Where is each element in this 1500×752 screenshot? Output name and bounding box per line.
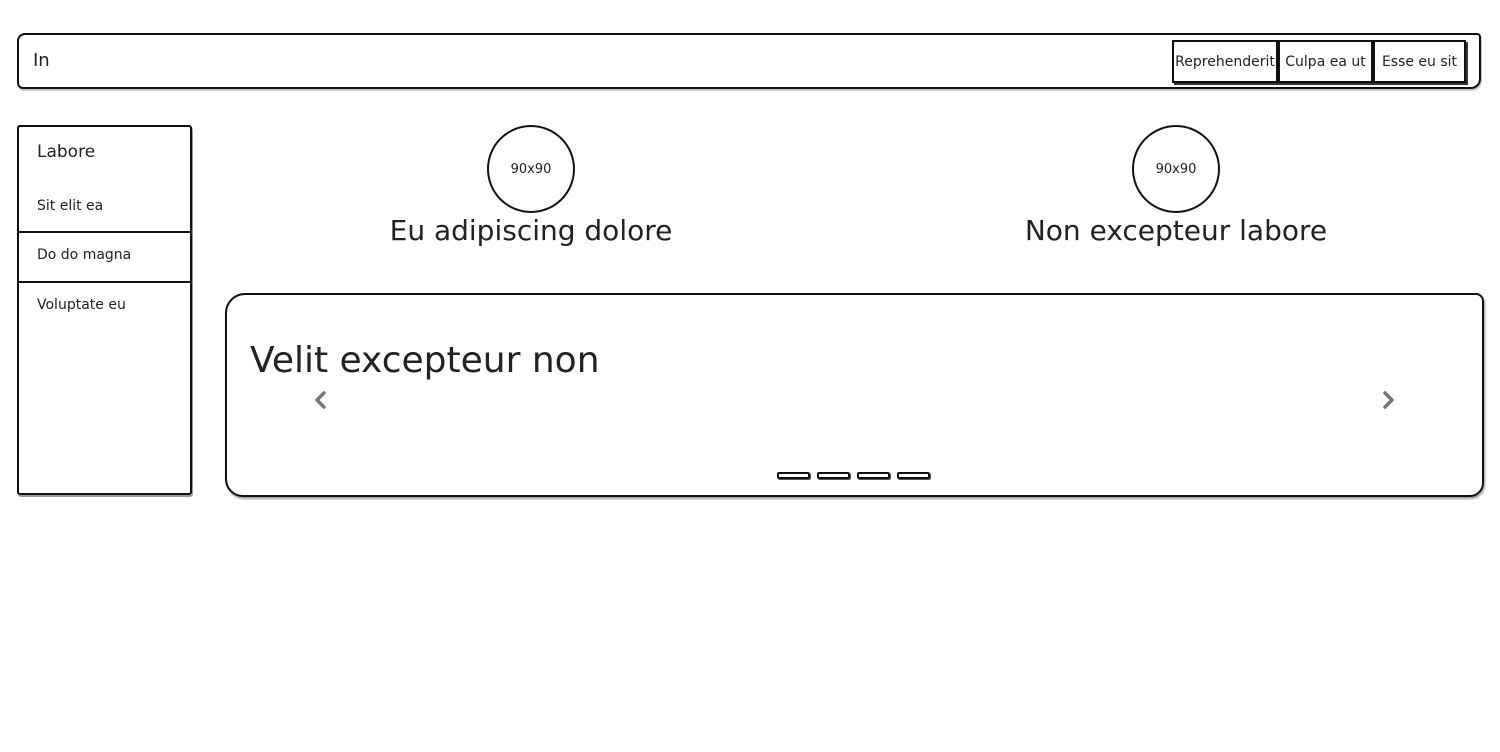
sidebar-divider [17,281,192,283]
carousel-indicator[interactable] [817,472,850,479]
carousel [225,293,1484,497]
top-navbar [17,33,1481,89]
sidebar [17,125,192,495]
sidebar-item-label: Sit elit ea [37,198,104,214]
carousel-indicator[interactable] [857,472,890,479]
feature-image-placeholder: 90x90 [487,125,575,213]
brand-label[interactable]: In [33,50,50,71]
nav-button-esse-eu-sit[interactable]: Esse eu sit [1373,40,1466,83]
sidebar-item-label: Do do magna [37,247,132,263]
nav-button-reprehenderit[interactable]: Reprehenderit [1172,40,1278,83]
nav-button-culpa-ea-ut[interactable]: Culpa ea ut [1278,40,1373,83]
carousel-title: Velit excepteur non [250,340,600,381]
sidebar-divider [17,231,192,233]
carousel-indicator[interactable] [897,472,930,479]
feature-title: Eu adipiscing dolore [389,214,673,247]
feature-title: Non excepteur labore [1024,214,1328,247]
carousel-indicator[interactable] [777,472,810,479]
sidebar-item-sit-elit-ea[interactable]: Sit elit ea [17,182,192,232]
chevron-right-icon[interactable] [1374,385,1404,415]
feature-image-placeholder: 90x90 [1132,125,1220,213]
chevron-left-icon[interactable] [306,385,336,415]
sidebar-item-label: Voluptate eu [37,297,126,313]
sidebar-item-voluptate-eu[interactable]: Voluptate eu [17,282,192,332]
sidebar-title: Labore [37,142,96,162]
sidebar-item-do-do-magna[interactable]: Do do magna [17,232,192,282]
